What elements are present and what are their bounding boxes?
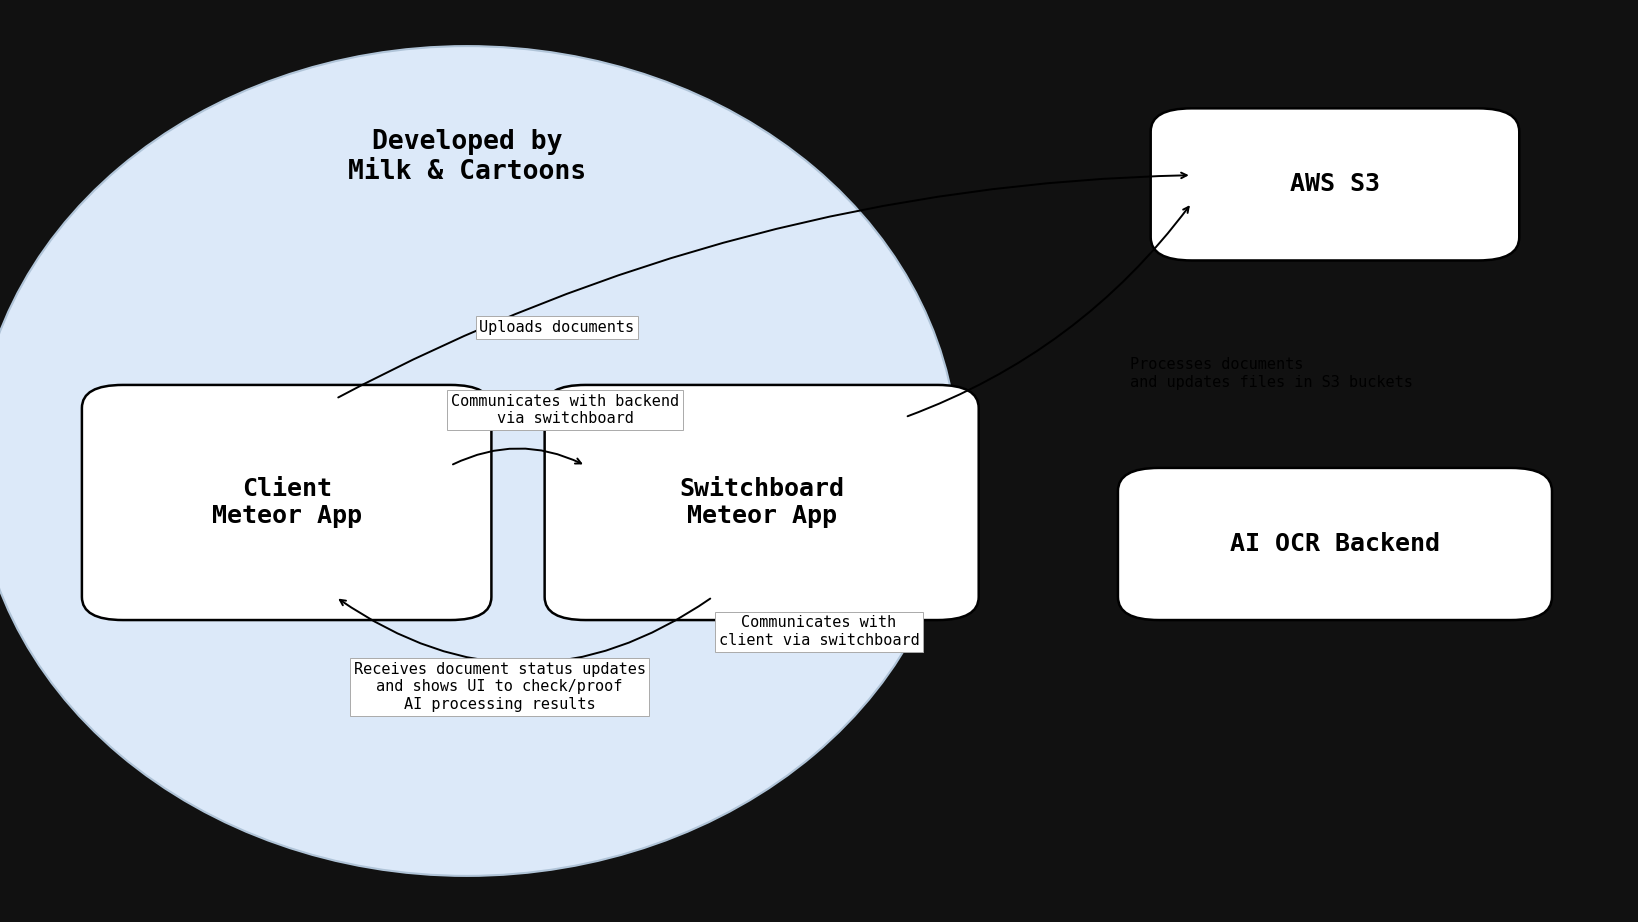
Ellipse shape (0, 46, 958, 876)
Text: Receives document status updates
and shows UI to check/proof
AI processing resul: Receives document status updates and sho… (354, 662, 645, 712)
Text: Processes documents
and updates files in S3 buckets: Processes documents and updates files in… (1130, 357, 1414, 390)
FancyBboxPatch shape (1150, 108, 1518, 261)
Text: AI OCR Backend: AI OCR Backend (1230, 532, 1440, 556)
FancyBboxPatch shape (1117, 468, 1551, 621)
Text: Switchboard
Meteor App: Switchboard Meteor App (680, 477, 844, 528)
Text: Communicates with
client via switchboard: Communicates with client via switchboard (719, 615, 919, 648)
Text: Uploads documents: Uploads documents (480, 320, 634, 335)
Text: Communicates with backend
via switchboard: Communicates with backend via switchboar… (450, 394, 680, 427)
Text: Client
Meteor App: Client Meteor App (211, 477, 362, 528)
FancyBboxPatch shape (544, 385, 980, 620)
Text: AWS S3: AWS S3 (1291, 172, 1379, 196)
Text: Developed by
Milk & Cartoons: Developed by Milk & Cartoons (347, 129, 586, 184)
FancyBboxPatch shape (82, 385, 491, 620)
